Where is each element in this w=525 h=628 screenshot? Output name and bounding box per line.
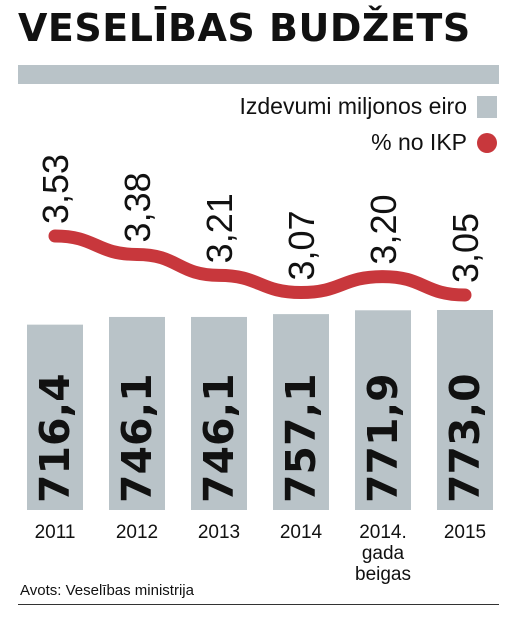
expenditure-bar bbox=[191, 316, 247, 510]
chart-title: VESELĪBAS BUDŽETS bbox=[18, 6, 471, 50]
expenditure-bar bbox=[27, 324, 83, 510]
gdp-share-value-label: 3,05 bbox=[445, 213, 486, 283]
bar-value-label: 773,0 bbox=[441, 373, 489, 503]
expenditure-bar bbox=[355, 310, 411, 510]
legend-swatch-bar bbox=[477, 95, 497, 118]
bar-value-label: 757,1 bbox=[277, 373, 325, 503]
gdp-share-value-label: 3,38 bbox=[117, 172, 158, 242]
title-underline-bar bbox=[18, 65, 499, 84]
legend-item-gdp-share: % no IKP bbox=[371, 129, 497, 156]
gdp-share-value-label: 3,21 bbox=[199, 193, 240, 263]
bottom-rule bbox=[18, 604, 499, 605]
gdp-share-value-label: 3,53 bbox=[35, 154, 76, 224]
gdp-share-line bbox=[48, 229, 472, 302]
gdp-share-value-label: 3,07 bbox=[281, 210, 322, 280]
source-note: Avots: Veselības ministrija bbox=[20, 582, 194, 599]
x-tick-label: 2014. bbox=[359, 522, 407, 543]
x-tick-label: 2012 bbox=[116, 522, 158, 543]
bar-value-label: 746,1 bbox=[113, 373, 161, 503]
x-tick-label: beigas bbox=[355, 564, 411, 585]
bar-value-label: 716,4 bbox=[31, 373, 79, 503]
legend-label-gdp-share: % no IKP bbox=[371, 129, 467, 155]
bar-value-label: 771,9 bbox=[359, 373, 407, 503]
legend-swatch-dot bbox=[477, 132, 497, 153]
x-tick-label: 2011 bbox=[35, 522, 76, 543]
x-tick-label: 2014 bbox=[280, 522, 323, 543]
expenditure-bar bbox=[273, 314, 329, 510]
bar-value-label: 746,1 bbox=[195, 373, 243, 503]
gdp-share-value-label: 3,20 bbox=[363, 194, 404, 264]
expenditure-bar bbox=[109, 316, 165, 510]
x-tick-label: gada bbox=[362, 543, 405, 564]
x-tick-label: 2013 bbox=[198, 522, 240, 543]
legend-item-expenditure: Izdevumi miljonos eiro bbox=[239, 93, 497, 120]
expenditure-bar bbox=[437, 310, 493, 510]
legend-label-expenditure: Izdevumi miljonos eiro bbox=[239, 93, 467, 119]
x-tick-label: 2015 bbox=[444, 522, 486, 543]
